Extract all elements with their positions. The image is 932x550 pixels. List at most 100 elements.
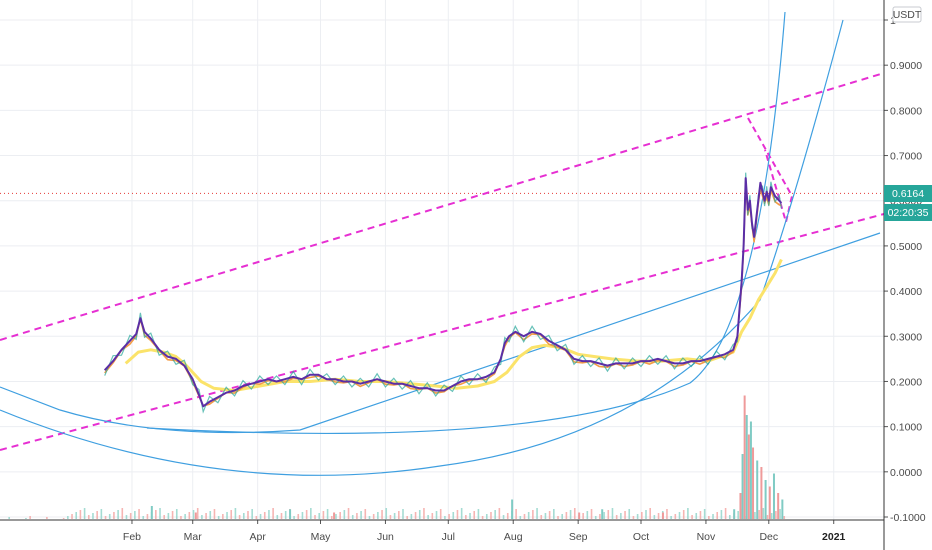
volume-bar: [687, 508, 689, 519]
parabolic-curve[interactable]: [0, 19, 844, 476]
volume-bar: [716, 512, 719, 519]
volume-bar: [674, 514, 677, 519]
volume-bar: [494, 510, 496, 519]
volume-bar: [523, 514, 526, 519]
volume-bar: [477, 509, 480, 519]
volume-bar: [301, 512, 304, 519]
volume-bar: [553, 509, 555, 519]
volume-bar: [121, 508, 124, 519]
volume-bar: [167, 513, 170, 519]
volume-bar: [92, 513, 94, 519]
volume-bar: [569, 510, 572, 519]
volume-bar: [284, 511, 287, 519]
y-tick-label: 0.5000: [890, 241, 922, 253]
volume-bar: [758, 510, 760, 519]
volume-bar: [255, 516, 258, 519]
volume-bar: [398, 511, 400, 519]
volume-bar: [242, 513, 245, 519]
countdown-label: 02:20:35: [888, 207, 929, 219]
volume-bar: [62, 518, 65, 519]
volume-bar: [456, 510, 459, 519]
volume-bar: [615, 515, 618, 519]
volume-bar: [226, 512, 228, 519]
volume-bar: [548, 511, 551, 519]
last-price-label: 0.6164: [892, 188, 924, 200]
volume-bar: [222, 514, 224, 519]
volume-bar: [756, 460, 759, 519]
volume-bar: [578, 512, 581, 519]
channel-line[interactable]: [0, 213, 884, 451]
volume-bar: [171, 511, 174, 519]
volume-bar: [745, 415, 748, 519]
volume-bar: [201, 515, 203, 519]
volume-bar: [779, 509, 781, 519]
volume-bar: [100, 509, 103, 519]
volume-bar: [448, 514, 450, 519]
y-tick-label: -0.1000: [890, 512, 926, 524]
volume-bar: [590, 509, 593, 519]
volume-bar: [768, 486, 771, 519]
volume-bar: [582, 513, 584, 519]
volume-bar: [641, 512, 643, 519]
volume-bar: [473, 511, 476, 519]
price-line: [103, 177, 783, 408]
volume-bar: [305, 510, 308, 519]
volume-bar: [439, 509, 442, 519]
volume-bar: [519, 516, 522, 519]
trendline-drawings[interactable]: [0, 11, 884, 476]
volume-bar: [364, 509, 367, 519]
x-tick-label: Jun: [377, 531, 394, 543]
volume-bar: [743, 395, 746, 519]
volume-bar: [180, 516, 182, 519]
volume-bar: [498, 508, 501, 519]
volume-bar: [603, 512, 605, 519]
volume-bar: [752, 447, 755, 519]
countdown-badge: [884, 204, 932, 221]
volume-bar: [739, 493, 742, 519]
volume-bar: [540, 515, 543, 519]
volume-bar: [96, 511, 98, 519]
volume-bar: [490, 512, 492, 519]
volume-bar: [356, 513, 358, 519]
volume-bar: [532, 510, 534, 519]
volume-bar: [536, 508, 538, 519]
volume-layer: [8, 395, 786, 519]
volume-bar: [385, 508, 388, 519]
volume-bar: [389, 515, 392, 519]
volume-bar: [699, 511, 702, 519]
volume-bar: [209, 511, 212, 519]
volume-bar: [770, 513, 773, 519]
x-tick-label: Apr: [249, 531, 266, 543]
trend-curve[interactable]: [0, 232, 881, 434]
volume-bar: [452, 512, 455, 519]
volume-bar: [150, 506, 153, 519]
time-axis[interactable]: Feb Mar Apr May Jun Jul Aug Sep Oct Nov Dec 2021: [0, 519, 884, 543]
parabolic-curve[interactable]: [146, 11, 786, 435]
volume-bar: [620, 513, 622, 519]
x-tick-label: Dec: [759, 531, 778, 543]
volume-bar: [213, 509, 216, 519]
volume-bar: [393, 513, 396, 519]
volume-bar: [238, 515, 241, 519]
channel-line[interactable]: [0, 72, 884, 341]
currency-badge[interactable]: [892, 6, 922, 23]
volume-bar: [557, 516, 559, 519]
volume-bar: [326, 509, 329, 519]
volume-bar: [772, 473, 775, 519]
volume-bar: [670, 516, 672, 519]
volume-bar: [747, 434, 750, 519]
x-tick-label: May: [311, 531, 332, 543]
volume-bar: [775, 511, 777, 519]
volume-bar: [611, 508, 614, 519]
x-tick-label: Aug: [504, 531, 523, 543]
volume-bar: [594, 516, 597, 519]
volume-bar: [783, 516, 786, 519]
y-tick-label: 0.1000: [890, 422, 922, 434]
volume-bar: [695, 513, 698, 519]
x-tick-label: Mar: [184, 531, 203, 543]
volume-bar: [573, 508, 576, 519]
volume-bar: [259, 514, 262, 519]
volume-bar: [402, 509, 404, 519]
